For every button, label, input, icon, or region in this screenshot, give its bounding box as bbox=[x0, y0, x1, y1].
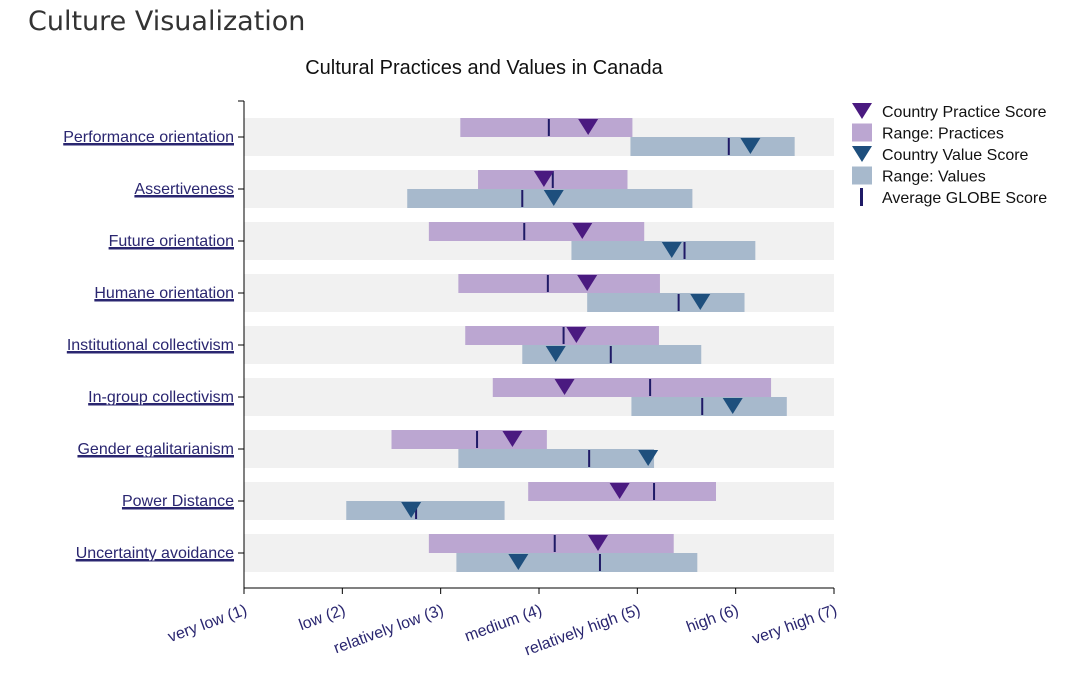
value-range-uncertainty-avoidance bbox=[456, 553, 698, 572]
value-range-in-group-collectivism bbox=[631, 397, 787, 416]
legend-label-country-value-score: Country Value Score bbox=[882, 147, 1029, 164]
practice-range-performance-orientation bbox=[460, 118, 633, 137]
practice-range-humane-orientation bbox=[458, 274, 660, 293]
practice-score-assertiveness bbox=[533, 171, 554, 187]
dimension-link-uncertainty-avoidance[interactable]: Uncertainty avoidance bbox=[76, 545, 234, 562]
x-tick-label: high (6) bbox=[684, 602, 741, 637]
value-average-in-group-collectivism bbox=[701, 398, 704, 415]
practice-average-humane-orientation bbox=[546, 275, 549, 292]
value-score-institutional-collectivism bbox=[545, 346, 566, 362]
chart-title: Cultural Practices and Values in Canada bbox=[305, 57, 663, 79]
legend-label-range-values: Range: Values bbox=[882, 169, 986, 186]
practice-score-gender-egalitarianism bbox=[502, 431, 523, 447]
practice-score-performance-orientation bbox=[578, 119, 599, 135]
practice-range-gender-egalitarianism bbox=[391, 430, 547, 449]
value-score-uncertainty-avoidance bbox=[508, 554, 529, 570]
value-average-uncertainty-avoidance bbox=[598, 554, 601, 571]
dimension-link-in-group-collectivism[interactable]: In-group collectivism bbox=[88, 389, 234, 406]
x-tick-label: very low (1) bbox=[166, 602, 250, 646]
value-score-gender-egalitarianism bbox=[638, 450, 659, 466]
value-average-performance-orientation bbox=[727, 138, 730, 155]
legend-symbol-country-practice-score bbox=[852, 103, 872, 119]
dimension-link-power-distance[interactable]: Power Distance bbox=[122, 493, 234, 510]
value-average-assertiveness bbox=[521, 190, 524, 207]
value-average-institutional-collectivism bbox=[609, 346, 612, 363]
practice-range-in-group-collectivism bbox=[492, 378, 772, 397]
legend-symbol-country-value-score bbox=[852, 146, 872, 162]
practice-range-uncertainty-avoidance bbox=[428, 534, 674, 553]
value-average-power-distance bbox=[415, 502, 418, 519]
practice-range-institutional-collectivism bbox=[465, 326, 659, 345]
legend-symbol-range-practices bbox=[852, 123, 872, 142]
practice-range-future-orientation bbox=[428, 222, 645, 241]
practice-average-performance-orientation bbox=[547, 119, 550, 136]
practice-score-uncertainty-avoidance bbox=[588, 535, 608, 551]
dimension-labels: Performance orientation Assertiveness Futu… bbox=[63, 129, 234, 562]
dimension-link-humane-orientation[interactable]: Humane orientation bbox=[94, 285, 234, 302]
practice-average-in-group-collectivism bbox=[649, 379, 652, 396]
value-score-performance-orientation bbox=[740, 138, 761, 154]
practice-score-power-distance bbox=[609, 483, 630, 499]
x-axis-ticks: very low (1) low (2)relatively low (3) med… bbox=[166, 588, 839, 659]
dimension-link-assertiveness[interactable]: Assertiveness bbox=[134, 181, 234, 198]
value-average-humane-orientation bbox=[677, 294, 680, 311]
value-range-humane-orientation bbox=[587, 293, 745, 312]
value-range-power-distance bbox=[346, 501, 505, 520]
range-bars bbox=[346, 118, 795, 572]
practice-average-future-orientation bbox=[523, 223, 526, 240]
value-average-gender-egalitarianism bbox=[588, 450, 591, 467]
legend-symbol-range-values bbox=[852, 166, 872, 185]
value-score-future-orientation bbox=[661, 242, 682, 258]
practice-average-power-distance bbox=[653, 483, 656, 500]
average-markers bbox=[415, 119, 730, 571]
value-average-future-orientation bbox=[683, 242, 686, 259]
legend: Country Practice Score Range: Practices Co… bbox=[852, 103, 1047, 207]
page-title: Culture Visualization bbox=[28, 6, 306, 37]
value-score-in-group-collectivism bbox=[722, 398, 743, 414]
dimension-link-institutional-collectivism[interactable]: Institutional collectivism bbox=[67, 337, 234, 354]
value-range-future-orientation bbox=[571, 241, 756, 260]
dimension-link-performance-orientation[interactable]: Performance orientation bbox=[63, 129, 234, 146]
practice-average-assertiveness bbox=[551, 171, 554, 188]
value-score-assertiveness bbox=[543, 190, 564, 206]
practice-score-future-orientation bbox=[572, 223, 593, 239]
legend-label-range-practices: Range: Practices bbox=[882, 126, 1004, 143]
x-tick-label: very high (7) bbox=[750, 602, 839, 648]
value-range-performance-orientation bbox=[630, 137, 795, 156]
value-range-gender-egalitarianism bbox=[458, 449, 655, 468]
dimension-link-future-orientation[interactable]: Future orientation bbox=[109, 233, 234, 250]
legend-symbol-average-globe-score bbox=[860, 188, 863, 206]
practice-average-institutional-collectivism bbox=[562, 327, 565, 344]
value-score-humane-orientation bbox=[690, 294, 711, 310]
practice-score-in-group-collectivism bbox=[554, 379, 575, 395]
practice-score-humane-orientation bbox=[577, 275, 598, 291]
x-tick-label: low (2) bbox=[297, 602, 348, 634]
practice-average-uncertainty-avoidance bbox=[553, 535, 556, 552]
dimension-link-gender-egalitarianism[interactable]: Gender egalitarianism bbox=[77, 441, 234, 458]
legend-label-country-practice-score: Country Practice Score bbox=[882, 104, 1047, 121]
score-markers bbox=[401, 119, 761, 570]
value-score-power-distance bbox=[401, 502, 422, 518]
x-tick-label: relatively low (3) bbox=[332, 602, 446, 658]
legend-label-average-globe-score: Average GLOBE Score bbox=[882, 190, 1047, 207]
practice-average-gender-egalitarianism bbox=[476, 431, 479, 448]
practice-score-institutional-collectivism bbox=[566, 327, 587, 343]
